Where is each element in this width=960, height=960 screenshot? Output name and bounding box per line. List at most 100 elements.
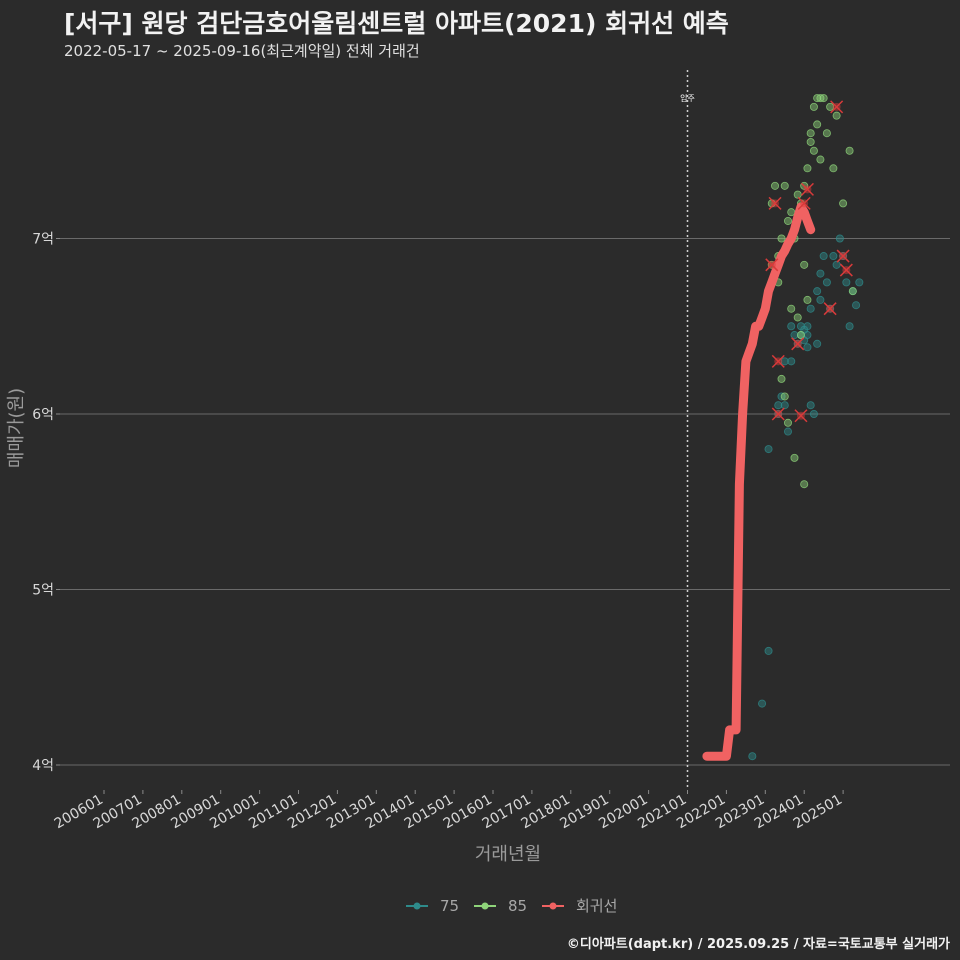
point-75 [835,234,844,243]
point-85 [800,480,809,489]
point-75 [822,278,831,287]
point-85 [783,216,792,225]
outlier-cross [797,196,811,210]
point-75 [780,401,789,410]
y-tick-label: 6억 [32,407,54,423]
point-85 [780,181,789,190]
point-75 [803,343,812,352]
point-75 [819,252,828,261]
outlier-cross [771,354,785,368]
outlier-cross [791,337,805,351]
point-75 [764,646,773,655]
point-85 [819,94,828,103]
legend-item: 75 [406,897,459,915]
data-points [748,94,864,761]
point-85 [813,120,822,129]
point-75 [764,445,773,454]
outlier-marker [765,258,779,272]
outlier-marker [771,407,785,421]
legend-swatch-dot [413,902,421,910]
legend-swatch-dot [549,902,557,910]
outlier-cross [800,182,814,196]
legend-label: 회귀선 [576,897,617,915]
point-75 [813,339,822,348]
legend-label: 85 [508,897,527,915]
point-85 [803,295,812,304]
point-85 [780,392,789,401]
point-75 [855,278,864,287]
legend: 75 85 회귀선 [406,897,617,915]
y-axis-title: 매매가(원) [6,388,27,468]
page-title: [서구] 원당 검단금호어울림센트럴 아파트(2021) 회귀선 예측 [64,9,729,38]
outlier-marker [791,337,805,351]
y-tick-labels: 4억 5억 6억 7억 [32,232,54,775]
y-tick-label: 4억 [32,758,54,774]
outlier-cross [768,196,782,210]
regression-line [702,202,816,761]
y-tick-label: 7억 [32,232,54,248]
point-75 [816,269,825,278]
point-75 [806,401,815,410]
point-75 [783,427,792,436]
regression-path [702,202,816,761]
outlier-marker [830,100,844,114]
point-85 [832,111,841,120]
point-75 [758,699,767,708]
point-85 [806,137,815,146]
axis-titles: 거래년월 매매가(원) [6,388,541,865]
point-85 [793,313,802,322]
outlier-marker [768,196,782,210]
point-85 [829,164,838,173]
point-85 [777,374,786,383]
point-85 [845,146,854,155]
legend-item: 85 [474,897,527,915]
point-75 [787,322,796,331]
point-75 [809,409,818,418]
point-85 [793,190,802,199]
point-85 [809,102,818,111]
outlier-marker [823,302,837,316]
point-85 [796,331,805,340]
point-85 [777,234,786,243]
point-85 [803,164,812,173]
point-85 [800,260,809,269]
outlier-marker [794,409,808,423]
point-75 [829,252,838,261]
point-75 [806,304,815,313]
legend-item: 회귀선 [542,897,617,915]
point-85 [783,418,792,427]
move-in-line: 입주 [680,70,695,790]
point-75 [816,295,825,304]
point-85 [839,199,848,208]
point-85 [848,287,857,296]
point-85 [822,129,831,138]
x-tick-labels: 2006012007012008012009012010012011012012… [52,792,845,833]
outlier-markers [765,100,853,423]
point-85 [806,129,815,138]
point-75 [845,322,854,331]
page-subtitle: 2022-05-17 ~ 2025-09-16(최근계약일) 전체 거래건 [64,42,420,60]
y-tick-label: 5억 [32,583,54,599]
outlier-marker [771,354,785,368]
outlier-cross [836,249,850,263]
point-75 [787,357,796,366]
point-75 [832,260,841,269]
point-75 [813,287,822,296]
move-in-label: 입주 [680,94,695,103]
outlier-marker [839,263,853,277]
outlier-cross [765,258,779,272]
point-85 [771,181,780,190]
point-75 [842,278,851,287]
point-75 [774,401,783,410]
legend-label: 75 [440,897,459,915]
point-85 [787,208,796,217]
outlier-cross [839,263,853,277]
point-85 [809,146,818,155]
point-85 [787,304,796,313]
outlier-cross [794,409,808,423]
outlier-marker [836,249,850,263]
grid-lines [56,238,950,794]
legend-swatch-dot [481,902,489,910]
x-axis-title: 거래년월 [475,844,541,865]
outlier-marker [800,182,814,196]
